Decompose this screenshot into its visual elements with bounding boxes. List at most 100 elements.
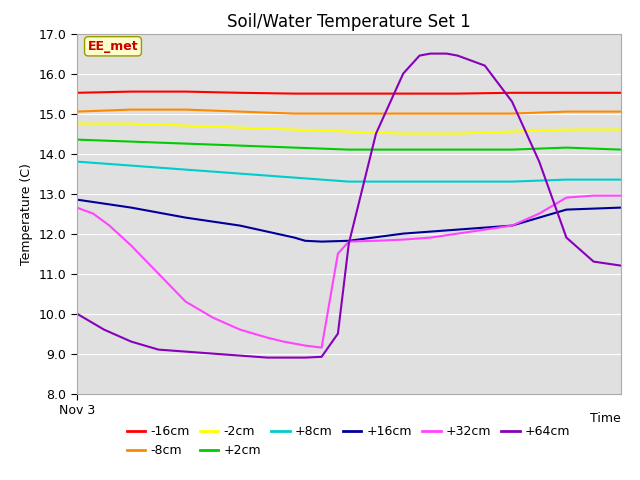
+16cm bbox=[301, 238, 309, 244]
-2cm bbox=[563, 127, 570, 132]
+32cm bbox=[73, 204, 81, 210]
+8cm bbox=[127, 163, 135, 168]
+32cm bbox=[427, 235, 435, 240]
+8cm bbox=[236, 171, 244, 177]
+16cm bbox=[318, 239, 326, 244]
+64cm bbox=[372, 131, 380, 136]
+2cm bbox=[345, 147, 353, 153]
-8cm bbox=[291, 111, 298, 117]
+2cm bbox=[73, 137, 81, 143]
Line: +2cm: +2cm bbox=[77, 140, 621, 150]
+8cm bbox=[345, 179, 353, 184]
+32cm bbox=[318, 345, 326, 350]
-2cm bbox=[454, 131, 461, 136]
+32cm bbox=[209, 315, 216, 321]
+32cm bbox=[182, 299, 189, 304]
+16cm bbox=[345, 238, 353, 244]
Text: EE_met: EE_met bbox=[88, 40, 138, 53]
+64cm bbox=[318, 354, 326, 360]
-16cm bbox=[291, 91, 298, 96]
+64cm bbox=[399, 71, 407, 76]
+32cm bbox=[454, 231, 461, 237]
Line: -16cm: -16cm bbox=[77, 92, 621, 94]
+32cm bbox=[563, 195, 570, 201]
-2cm bbox=[345, 129, 353, 134]
Line: +8cm: +8cm bbox=[77, 162, 621, 181]
-8cm bbox=[182, 107, 189, 112]
+8cm bbox=[399, 179, 407, 184]
-8cm bbox=[345, 111, 353, 117]
-2cm bbox=[127, 120, 135, 126]
+16cm bbox=[399, 231, 407, 237]
+8cm bbox=[617, 177, 625, 182]
+32cm bbox=[481, 227, 489, 232]
-16cm bbox=[127, 89, 135, 95]
-16cm bbox=[617, 90, 625, 96]
+64cm bbox=[73, 311, 81, 316]
-8cm bbox=[127, 107, 135, 112]
Title: Soil/Water Temperature Set 1: Soil/Water Temperature Set 1 bbox=[227, 12, 470, 31]
+32cm bbox=[345, 239, 353, 244]
-8cm bbox=[73, 108, 81, 114]
+16cm bbox=[563, 207, 570, 213]
+16cm bbox=[617, 204, 625, 210]
+64cm bbox=[508, 99, 516, 105]
+32cm bbox=[127, 243, 135, 249]
+64cm bbox=[127, 339, 135, 345]
+32cm bbox=[264, 335, 271, 340]
+64cm bbox=[617, 263, 625, 268]
+32cm bbox=[617, 192, 625, 199]
+32cm bbox=[535, 211, 543, 216]
-16cm bbox=[508, 90, 516, 96]
+8cm bbox=[73, 159, 81, 165]
-16cm bbox=[399, 91, 407, 96]
+32cm bbox=[236, 327, 244, 333]
+2cm bbox=[291, 144, 298, 150]
+64cm bbox=[100, 327, 108, 333]
+32cm bbox=[154, 271, 162, 276]
-2cm bbox=[236, 125, 244, 131]
+64cm bbox=[481, 63, 489, 69]
+32cm bbox=[280, 339, 287, 345]
Text: Time: Time bbox=[590, 411, 621, 425]
+2cm bbox=[563, 144, 570, 150]
+64cm bbox=[589, 259, 597, 264]
-2cm bbox=[291, 127, 298, 132]
Line: -8cm: -8cm bbox=[77, 109, 621, 114]
Line: +64cm: +64cm bbox=[77, 54, 621, 358]
-2cm bbox=[508, 129, 516, 134]
+32cm bbox=[301, 343, 309, 348]
-16cm bbox=[182, 89, 189, 95]
+16cm bbox=[454, 227, 461, 232]
+64cm bbox=[301, 355, 309, 360]
+32cm bbox=[589, 192, 597, 199]
-16cm bbox=[345, 91, 353, 96]
Legend: -16cm, -8cm, -2cm, +2cm, +8cm, +16cm, +32cm, +64cm: -16cm, -8cm, -2cm, +2cm, +8cm, +16cm, +3… bbox=[127, 425, 570, 457]
+64cm bbox=[454, 53, 461, 59]
-2cm bbox=[182, 123, 189, 129]
-16cm bbox=[563, 90, 570, 96]
+64cm bbox=[264, 355, 271, 360]
+2cm bbox=[182, 141, 189, 146]
+64cm bbox=[416, 53, 424, 59]
+8cm bbox=[508, 179, 516, 184]
-16cm bbox=[454, 91, 461, 96]
+16cm bbox=[127, 204, 135, 210]
+64cm bbox=[182, 348, 189, 354]
+32cm bbox=[334, 251, 342, 256]
-16cm bbox=[236, 90, 244, 96]
+32cm bbox=[90, 211, 97, 216]
-8cm bbox=[508, 111, 516, 117]
+64cm bbox=[209, 351, 216, 357]
+16cm bbox=[182, 215, 189, 220]
+16cm bbox=[236, 223, 244, 228]
Line: -2cm: -2cm bbox=[77, 123, 621, 133]
+64cm bbox=[345, 240, 353, 247]
+16cm bbox=[100, 201, 108, 206]
-2cm bbox=[617, 127, 625, 132]
+64cm bbox=[535, 159, 543, 165]
+2cm bbox=[617, 147, 625, 153]
+64cm bbox=[443, 51, 451, 57]
+16cm bbox=[73, 197, 81, 203]
+8cm bbox=[454, 179, 461, 184]
